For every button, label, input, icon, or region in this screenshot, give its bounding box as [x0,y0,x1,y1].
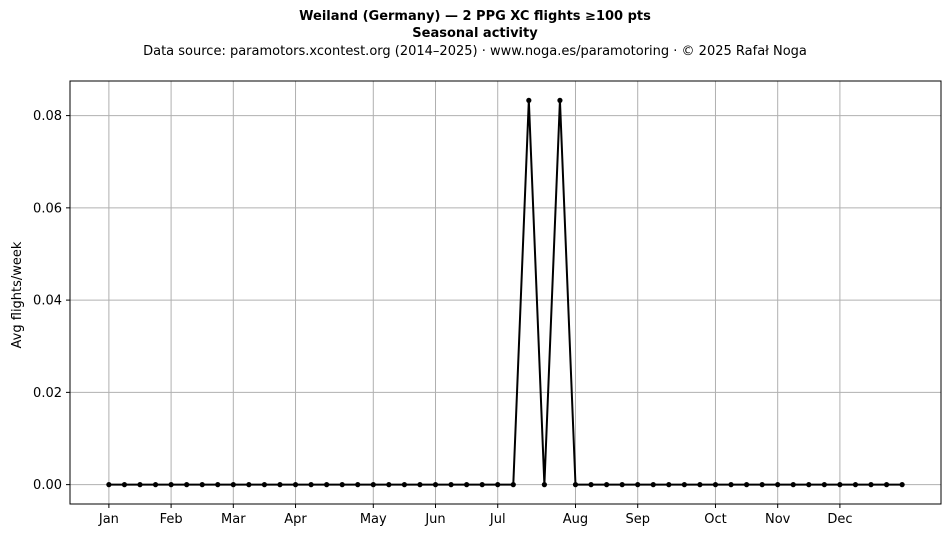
data-point [852,482,859,488]
x-tick-label: Jun [424,512,445,527]
data-point [868,482,874,488]
data-point [526,97,532,103]
data-point [168,482,174,488]
data-point [292,482,299,488]
data-point [619,482,625,488]
data-point [510,482,516,488]
data-point [106,482,112,488]
y-gridlines [70,115,941,486]
data-point [712,482,719,488]
x-tick-label: Feb [160,512,183,527]
data-point [541,482,547,488]
data-point [121,482,128,488]
data-point [308,482,314,488]
data-point [432,482,439,488]
plot-frame [69,80,942,505]
x-tick-label: Nov [765,512,791,527]
data-point [603,482,610,488]
data-point [152,482,159,488]
y-tick-label: 0.08 [33,109,62,124]
data-point [697,482,703,488]
data-point [370,482,376,488]
data-point [743,482,750,488]
data-point [324,482,330,488]
y-tick-label: 0.02 [33,386,62,401]
data-point [137,482,143,488]
data-point [448,482,454,488]
x-tick-label: Apr [284,512,307,527]
data-point [899,482,905,488]
data-point [728,482,734,488]
data-point [199,482,205,488]
data-point [557,97,563,103]
data-point [355,482,361,488]
data-point [479,482,485,488]
data-point [184,482,190,488]
data-point [401,482,408,488]
data-point [883,482,890,488]
data-point [572,482,579,488]
tick-layer: Jan Feb Mar Apr May Jun Jul Aug Sep Oct Nov Dec 0.00… [33,109,852,527]
series-layer [106,97,905,488]
x-tick-label: Dec [827,512,852,527]
data-point [759,482,765,488]
x-gridlines [108,81,841,504]
x-tick-label: May [360,512,387,527]
y-axis-label: Avg flights/week [10,241,25,348]
data-point [386,482,392,488]
data-point [277,482,283,488]
data-point [261,482,268,488]
series-line [108,99,903,486]
x-tick-label: Aug [563,512,588,527]
data-point [339,482,345,488]
data-point [837,482,843,488]
data-point [666,482,672,488]
x-tick-label: Mar [221,512,246,527]
y-tick-label: 0.04 [33,294,62,309]
data-point [495,482,501,488]
data-point [464,482,470,488]
data-point [775,482,781,488]
y-tick-label: 0.06 [33,201,62,216]
chart-title: Weiland (Germany) — 2 PPG XC flights ≥10… [299,9,651,24]
data-point [588,482,594,488]
data-point [806,482,812,488]
x-tick-label: Jan [98,512,119,527]
data-point [230,482,236,488]
data-point [215,482,221,488]
y-tick-label: 0.00 [33,478,62,493]
data-point [246,482,252,488]
chart-subtitle: Seasonal activity [412,26,538,41]
data-point [635,482,641,488]
x-tick-label: Jul [489,512,506,527]
x-tick-label: Sep [625,512,650,527]
data-point [790,482,796,488]
chart-caption: Data source: paramotors.xcontest.org (20… [143,44,807,59]
data-point [650,482,656,488]
data-point [681,482,687,488]
data-point [417,482,423,488]
x-tick-label: Oct [704,512,726,527]
data-point [821,482,827,488]
